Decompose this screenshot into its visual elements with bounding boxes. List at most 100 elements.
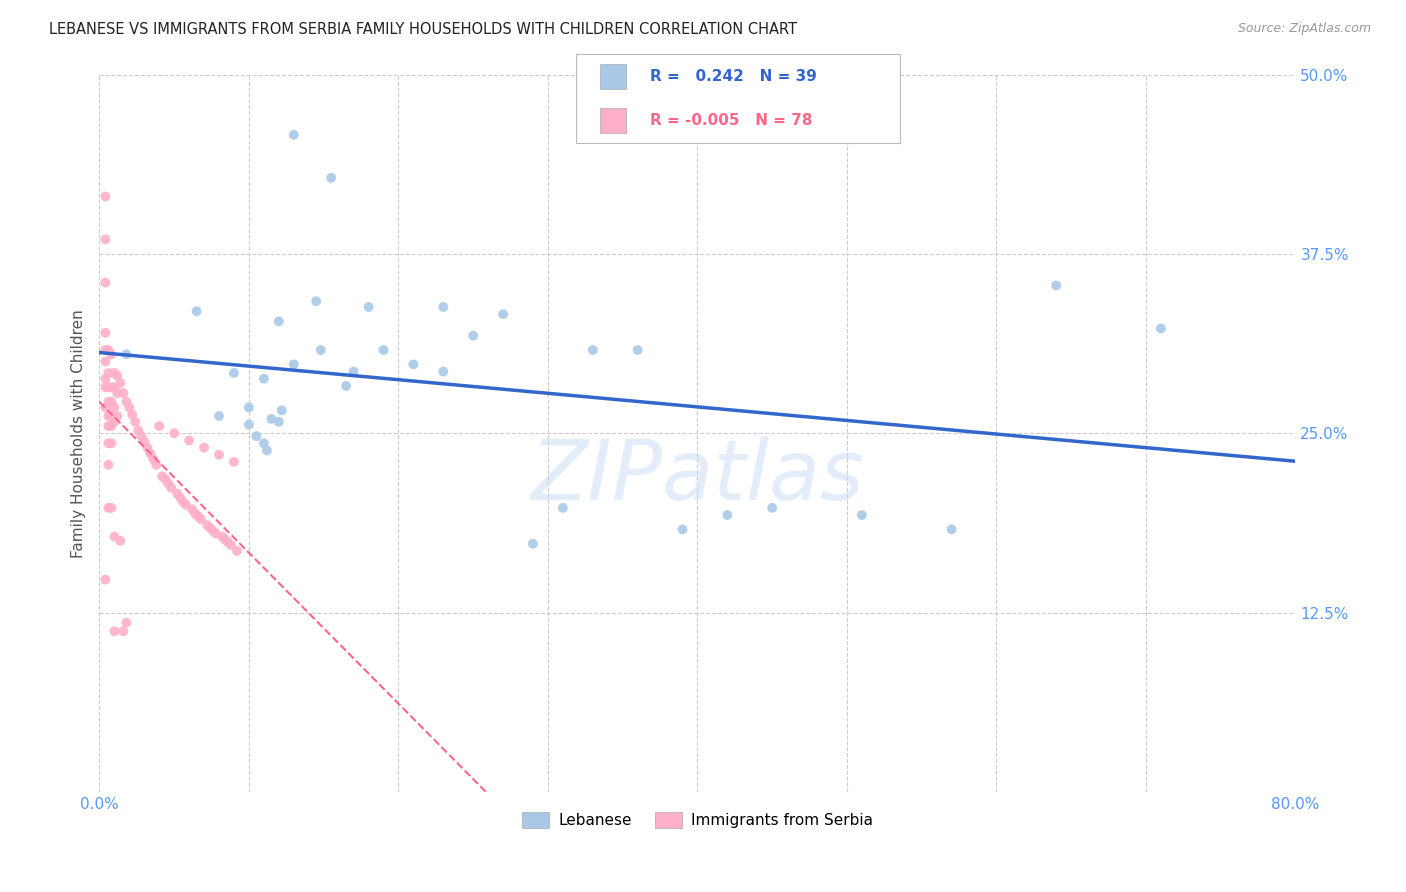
Point — [169, 491, 191, 505]
Text: R = -0.005   N = 78: R = -0.005 N = 78 — [650, 112, 813, 128]
Point — [551, 500, 574, 515]
Point — [115, 615, 138, 630]
Text: R =   0.242   N = 39: R = 0.242 N = 39 — [650, 69, 817, 84]
Point — [205, 526, 228, 541]
Point — [260, 412, 283, 426]
Point — [150, 469, 173, 483]
Point — [305, 294, 328, 309]
Point — [94, 401, 117, 415]
Point — [166, 486, 188, 500]
Point — [100, 500, 122, 515]
Point — [627, 343, 650, 357]
Point — [245, 429, 267, 443]
Point — [184, 507, 207, 521]
Point — [100, 436, 122, 450]
Point — [309, 343, 332, 357]
Point — [100, 419, 122, 434]
Point — [121, 408, 143, 422]
Point — [97, 343, 120, 357]
Point — [103, 380, 125, 394]
Point — [373, 343, 395, 357]
Point — [267, 415, 290, 429]
Point — [127, 423, 149, 437]
Point — [238, 401, 260, 415]
Point — [582, 343, 605, 357]
Point — [105, 386, 128, 401]
Point — [115, 394, 138, 409]
Point — [105, 409, 128, 423]
Point — [110, 376, 132, 390]
Point — [157, 476, 180, 491]
Point — [253, 436, 276, 450]
Point — [100, 394, 122, 409]
Point — [432, 365, 454, 379]
Point — [226, 544, 249, 558]
Point — [94, 276, 117, 290]
Point — [321, 170, 343, 185]
Point — [100, 380, 122, 394]
Point — [202, 524, 225, 538]
Point — [124, 415, 146, 429]
Point — [222, 455, 245, 469]
Point — [208, 409, 231, 423]
Point — [335, 379, 357, 393]
Point — [160, 481, 183, 495]
Point — [256, 443, 278, 458]
Point — [222, 366, 245, 380]
Point — [267, 314, 290, 328]
Y-axis label: Family Households with Children: Family Households with Children — [72, 309, 86, 558]
Point — [94, 573, 117, 587]
Point — [219, 538, 242, 552]
Point — [193, 441, 215, 455]
Point — [94, 343, 117, 357]
Point — [97, 436, 120, 450]
Point — [253, 372, 276, 386]
Point — [179, 434, 201, 448]
Point — [129, 429, 152, 443]
Point — [97, 394, 120, 409]
Point — [492, 307, 515, 321]
Point — [139, 446, 162, 460]
Point — [270, 403, 292, 417]
Point — [187, 509, 209, 524]
Point — [97, 419, 120, 434]
Point — [103, 530, 125, 544]
Text: ZIPatlas: ZIPatlas — [530, 436, 865, 516]
Point — [357, 300, 380, 314]
Legend: Lebanese, Immigrants from Serbia: Lebanese, Immigrants from Serbia — [516, 806, 879, 835]
Point — [103, 366, 125, 380]
Point — [217, 535, 239, 549]
Point — [136, 441, 159, 455]
Point — [103, 401, 125, 415]
Point — [118, 401, 141, 415]
Point — [148, 419, 170, 434]
Point — [342, 365, 364, 379]
Point — [145, 458, 167, 472]
Point — [214, 533, 236, 547]
Point — [283, 357, 305, 371]
Point — [115, 347, 138, 361]
Point — [174, 498, 197, 512]
Point — [522, 537, 544, 551]
Point — [1150, 321, 1173, 335]
Point — [211, 530, 233, 544]
Point — [155, 472, 177, 486]
Point — [110, 533, 132, 548]
Point — [100, 409, 122, 423]
Point — [172, 495, 194, 509]
Point — [94, 354, 117, 368]
Text: Source: ZipAtlas.com: Source: ZipAtlas.com — [1237, 22, 1371, 36]
Point — [103, 415, 125, 429]
Point — [94, 233, 117, 247]
Point — [97, 366, 120, 380]
Point — [283, 128, 305, 142]
Point — [97, 500, 120, 515]
Point — [463, 328, 485, 343]
Point — [208, 448, 231, 462]
Point — [105, 368, 128, 383]
Point — [112, 386, 135, 401]
Point — [716, 508, 738, 522]
Point — [195, 518, 218, 533]
Point — [100, 347, 122, 361]
Point — [103, 624, 125, 639]
